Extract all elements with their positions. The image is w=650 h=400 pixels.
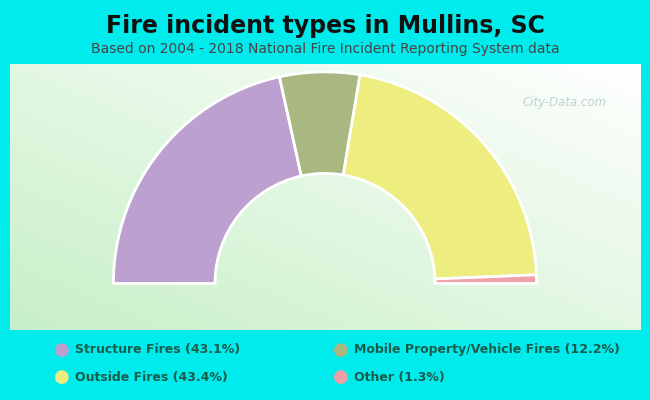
- Wedge shape: [435, 275, 537, 284]
- Text: Outside Fires (43.4%): Outside Fires (43.4%): [75, 371, 228, 384]
- Text: ●: ●: [54, 341, 70, 359]
- Text: ●: ●: [333, 341, 349, 359]
- Text: Structure Fires (43.1%): Structure Fires (43.1%): [75, 344, 240, 356]
- Wedge shape: [113, 77, 302, 284]
- Text: ●: ●: [54, 368, 70, 386]
- Text: Fire incident types in Mullins, SC: Fire incident types in Mullins, SC: [105, 14, 545, 38]
- Text: Mobile Property/Vehicle Fires (12.2%): Mobile Property/Vehicle Fires (12.2%): [354, 344, 620, 356]
- Text: Other (1.3%): Other (1.3%): [354, 371, 445, 384]
- Wedge shape: [343, 75, 536, 279]
- Text: Based on 2004 - 2018 National Fire Incident Reporting System data: Based on 2004 - 2018 National Fire Incid…: [91, 42, 559, 56]
- Wedge shape: [280, 72, 360, 176]
- Text: ●: ●: [333, 368, 349, 386]
- Text: City-Data.com: City-Data.com: [523, 96, 606, 109]
